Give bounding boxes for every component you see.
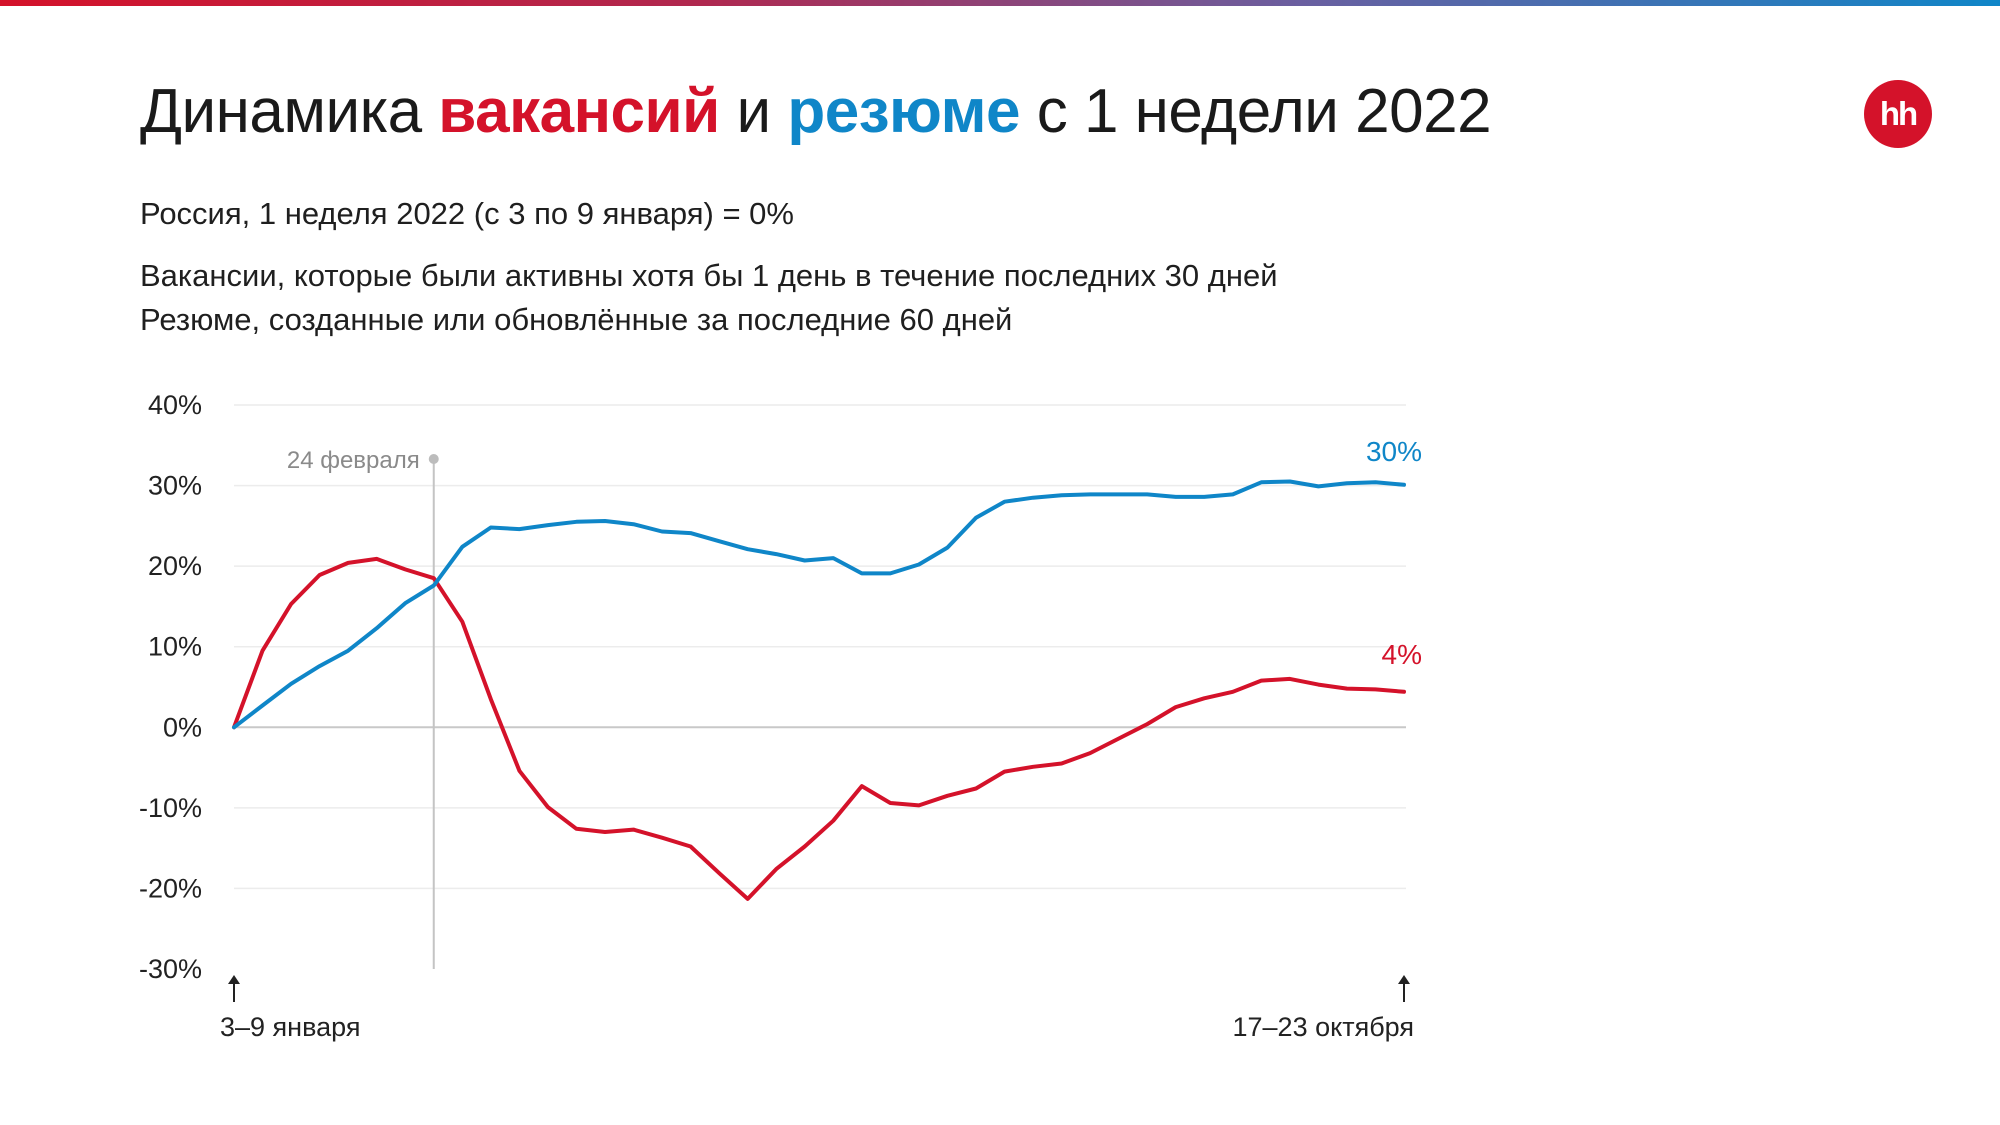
hh-logo: hh xyxy=(1864,80,1932,148)
y-tick-label: -30% xyxy=(139,954,202,984)
annotation-label: 24 февраля xyxy=(287,447,420,474)
y-tick-label: 30% xyxy=(148,471,202,501)
y-tick-label: -20% xyxy=(139,873,202,903)
title-part-2: и xyxy=(719,77,788,146)
hh-logo-text: hh xyxy=(1879,95,1918,132)
annotation-dot xyxy=(428,454,439,464)
x-tick-label-first: 3–9 января xyxy=(220,1012,360,1042)
x-tick-label-last: 17–23 октября xyxy=(1233,1012,1415,1042)
y-tick-label: -10% xyxy=(139,793,202,823)
x-end-arrow-head xyxy=(1398,975,1410,984)
series-line-vacancies xyxy=(232,556,1406,901)
series-line-resumes xyxy=(232,479,1406,730)
y-tick-label: 10% xyxy=(148,632,202,662)
series-end-label-resumes: 30% xyxy=(1366,436,1422,467)
y-tick-label: 40% xyxy=(148,390,202,420)
title-vacancies-word: вакансий xyxy=(438,77,720,146)
series-end-label-vacancies: 4% xyxy=(1382,639,1422,670)
top-accent-bar xyxy=(0,0,2000,6)
x-start-arrow-head xyxy=(228,975,240,984)
subtitle-resumes-definition: Резюме, созданные или обновлённые за пос… xyxy=(140,302,1013,337)
subtitle-vacancies-definition: Вакансии, которые были активны хотя бы 1… xyxy=(140,258,1278,293)
page-title: Динамика вакансий и резюме с 1 недели 20… xyxy=(140,72,1492,152)
title-part-1: Динамика xyxy=(140,77,439,146)
title-part-3: с 1 недели 2022 xyxy=(1020,77,1492,146)
y-tick-label: 20% xyxy=(148,551,202,581)
y-tick-label: 0% xyxy=(163,712,202,742)
subtitle-baseline: Россия, 1 неделя 2022 (с 3 по 9 января) … xyxy=(140,196,794,231)
title-resumes-word: резюме xyxy=(787,77,1020,146)
